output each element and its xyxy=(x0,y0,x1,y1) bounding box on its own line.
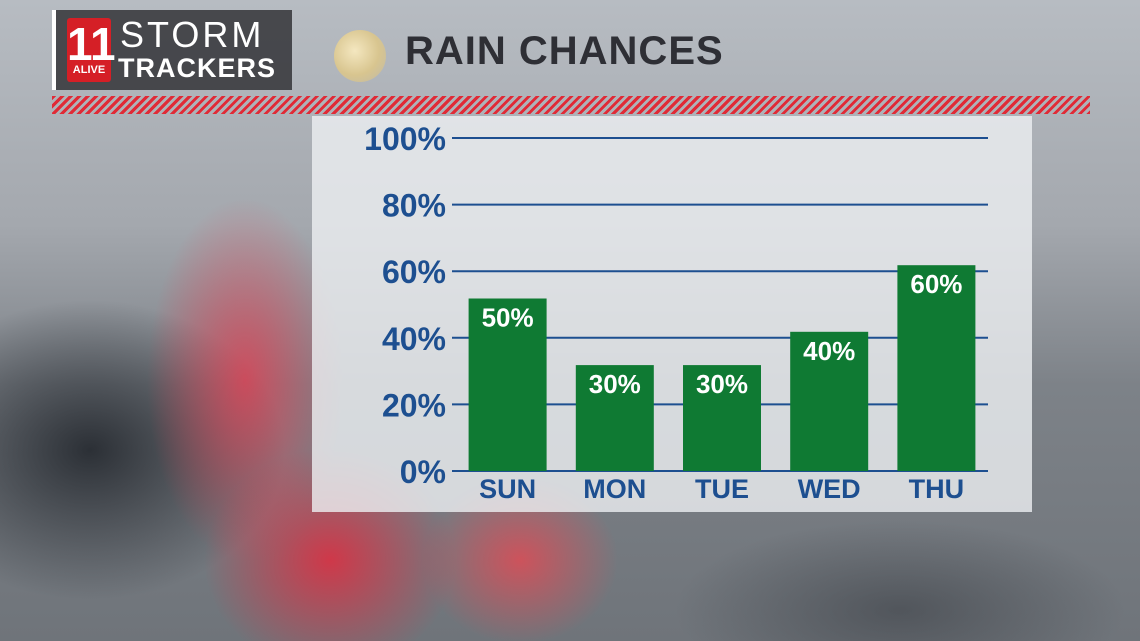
y-tick-label: 60% xyxy=(382,254,446,290)
logo-trackers-text: TRACKERS xyxy=(118,53,277,83)
y-tick-label: 0% xyxy=(400,454,446,490)
bar-tue xyxy=(683,365,761,471)
logo-number: 11 xyxy=(67,18,116,70)
logo-storm-text: STORM xyxy=(120,14,265,55)
x-category-label: THU xyxy=(909,474,965,504)
logo-mark: 11 ALIVE xyxy=(67,18,116,82)
bar-value-label: 30% xyxy=(589,369,641,399)
x-category-label: MON xyxy=(583,474,646,504)
y-tick-label: 100% xyxy=(364,121,446,157)
sun-icon xyxy=(334,30,386,82)
bar-sun xyxy=(468,298,547,471)
bar-value-label: 40% xyxy=(803,336,855,366)
bar-thu xyxy=(897,265,976,471)
y-tick-label: 20% xyxy=(382,387,446,423)
hatched-divider xyxy=(52,96,1090,114)
bar-value-label: 60% xyxy=(910,269,962,299)
bar-mon xyxy=(575,365,654,471)
station-logo: 11 ALIVE STORM TRACKERS xyxy=(52,10,292,90)
y-tick-label: 80% xyxy=(382,188,446,224)
bar-wed xyxy=(790,331,869,471)
logo-alive: ALIVE xyxy=(72,64,106,76)
header: 11 ALIVE STORM TRACKERS RAIN CHANCES xyxy=(0,0,1140,118)
chart-title: RAIN CHANCES xyxy=(405,29,724,73)
x-category-label: SUN xyxy=(479,474,536,504)
x-category-label: WED xyxy=(798,474,861,504)
x-category-label: TUE xyxy=(695,474,749,504)
y-tick-label: 40% xyxy=(382,321,446,357)
bar-value-label: 30% xyxy=(696,369,748,399)
bar-value-label: 50% xyxy=(482,303,534,333)
